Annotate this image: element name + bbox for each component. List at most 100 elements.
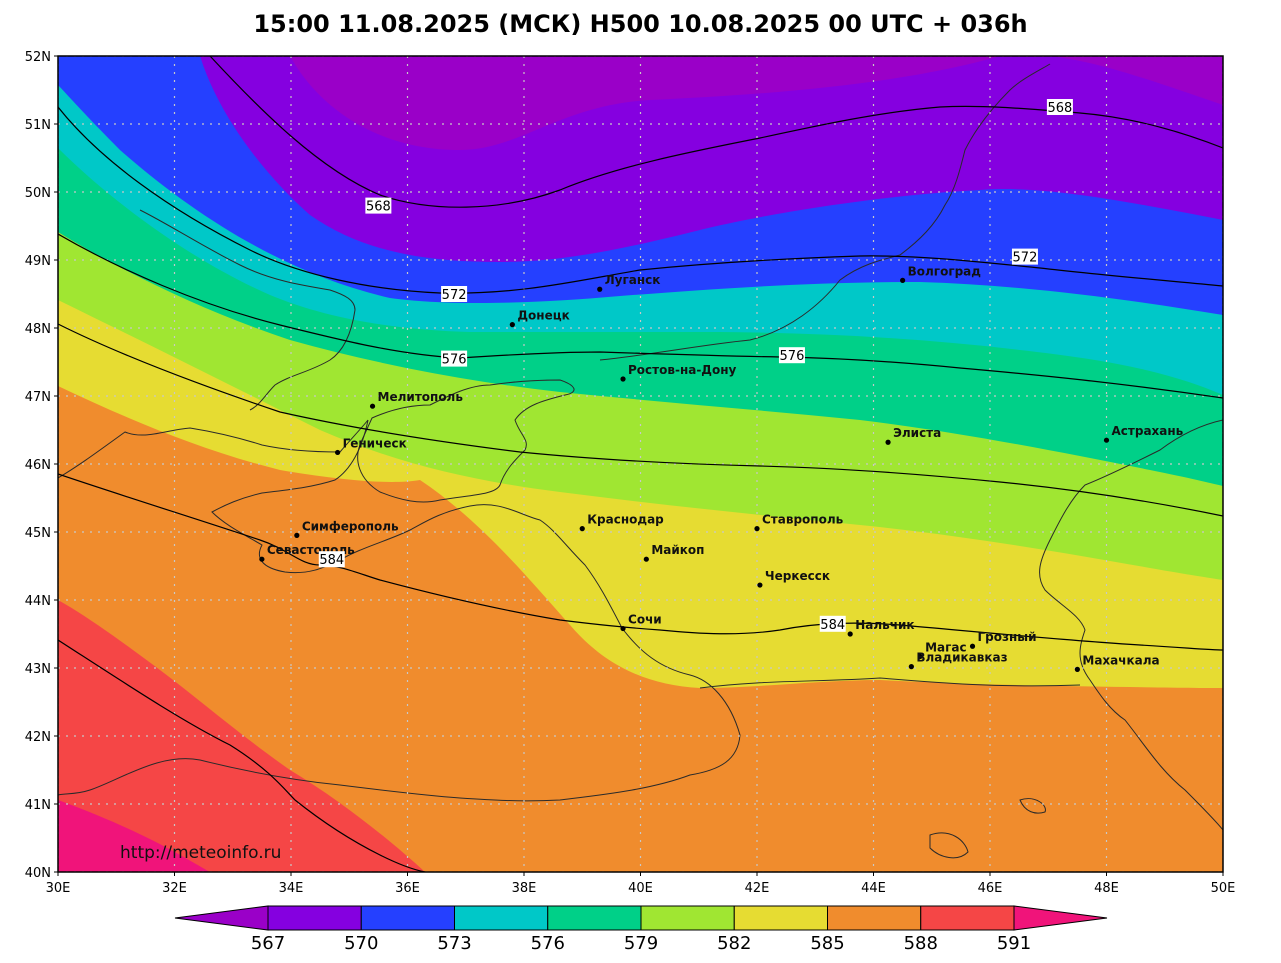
isoline — [209, 56, 1223, 208]
contour-label: 568 — [365, 197, 392, 215]
coastline — [1039, 419, 1223, 831]
city-label: Грозный — [978, 630, 1037, 644]
height-band — [200, 56, 1223, 150]
lon-tick-label: 32E — [162, 881, 187, 896]
city-marker: Махачкала — [1074, 653, 1160, 672]
contour-label: 572 — [441, 286, 468, 303]
city-label: Черкесск — [765, 569, 830, 583]
city-label: Майкоп — [651, 543, 704, 557]
lat-tick-label: 49N — [25, 254, 51, 269]
city-label: Ростов-на-Дону — [628, 363, 737, 377]
svg-text:584: 584 — [820, 618, 845, 633]
lon-tick-label: 50E — [1211, 881, 1236, 896]
lon-tick-label: 44E — [861, 881, 886, 896]
colorbar-label: 588 — [904, 933, 938, 954]
height-band — [58, 800, 210, 872]
lon-tick-label: 46E — [978, 881, 1003, 896]
contour-labels: 568 568 572 572 576 576 584 584 — [318, 99, 1073, 633]
height-band — [58, 515, 425, 872]
city-marker: Луганск — [597, 273, 660, 292]
contour-label: 576 — [778, 347, 805, 364]
city-label: Волгоград — [908, 264, 982, 278]
city-marker: Владикавказ — [908, 651, 1008, 670]
colorbar-label: 582 — [717, 933, 751, 954]
svg-text:572: 572 — [1013, 251, 1038, 266]
lon-tick-label: 40E — [628, 881, 653, 896]
isoline — [58, 233, 1223, 399]
contour-label: 576 — [441, 350, 468, 368]
coastline — [58, 419, 741, 802]
colorbar-swatch — [920, 905, 1015, 931]
city-label: Луганск — [605, 273, 661, 287]
contour-label: 568 — [1046, 99, 1073, 116]
colorbar-swatch — [174, 905, 269, 931]
lat-tick-label: 41N — [25, 798, 51, 813]
contour-label: 584 — [318, 551, 345, 568]
city-marker: Мелитополь — [369, 390, 464, 409]
lat-tick-label: 42N — [25, 730, 51, 745]
lon-tick-label: 30E — [46, 881, 71, 896]
coastline — [357, 379, 575, 503]
colorbar-label: 576 — [531, 933, 565, 954]
city-label: Элиста — [893, 426, 941, 440]
map-title: 15:00 11.08.2025 (МСК) H500 10.08.2025 0… — [253, 10, 1028, 38]
city-marker: Геническ — [335, 436, 407, 456]
lat-tick-label: 51N — [25, 118, 51, 133]
lat-tick-label: 48N — [25, 322, 51, 337]
city-label: Владикавказ — [916, 651, 1007, 665]
city-label: Магас — [925, 640, 967, 654]
svg-text:584: 584 — [319, 553, 344, 568]
city-label: Астрахань — [1112, 424, 1184, 438]
lon-tick-label: 36E — [395, 881, 420, 896]
city-label: Симферополь — [302, 519, 399, 533]
city-marker: Ставрополь — [754, 513, 844, 532]
colorbar-label: 579 — [624, 933, 658, 954]
colorbar-swatch — [640, 905, 735, 931]
coastlines — [58, 63, 1223, 859]
city-marker: Элиста — [885, 426, 941, 445]
city-label: Нальчик — [855, 618, 914, 632]
city-marker: Сочи — [620, 613, 662, 632]
colorbar-swatch — [454, 905, 549, 931]
colorbar-swatch — [267, 905, 362, 931]
coastline — [139, 209, 356, 411]
svg-text:576: 576 — [442, 353, 467, 368]
coastline — [699, 677, 1081, 689]
lon-tick-label: 34E — [279, 881, 304, 896]
svg-text:576: 576 — [780, 349, 805, 364]
city-label: Геническ — [343, 436, 407, 450]
svg-text:568: 568 — [366, 200, 391, 215]
coastline — [929, 832, 969, 859]
colorbar-swatch — [827, 905, 922, 931]
city-marker: Волгоград — [900, 264, 981, 283]
axis-ticks: 40N 41N 42N 43N 44N 45N 46N 47N 48N 49N 50N 51N 52N 3… — [25, 50, 1236, 896]
lat-tick-label: 45N — [25, 526, 51, 541]
city-label: Донецк — [517, 309, 569, 323]
coastline — [1019, 798, 1046, 814]
lon-tick-label: 42E — [745, 881, 770, 896]
lat-tick-label: 46N — [25, 458, 51, 473]
city-label: Мелитополь — [378, 390, 464, 404]
city-marker: Нальчик — [847, 618, 915, 637]
city-label: Махачкала — [1082, 653, 1159, 667]
lon-tick-label: 48E — [1094, 881, 1119, 896]
website-label: http://meteoinfo.ru — [120, 843, 281, 863]
lat-tick-label: 44N — [25, 594, 51, 609]
colorbar-label: 591 — [997, 933, 1031, 954]
colorbar-label: 573 — [437, 933, 471, 954]
lon-tick-label: 38E — [512, 881, 537, 896]
svg-text:572: 572 — [442, 288, 467, 303]
city-marker: Черкесск — [757, 569, 830, 588]
city-label: Ставрополь — [762, 513, 844, 527]
colorbar-swatch — [733, 905, 828, 931]
colorbar-swatch — [1013, 905, 1108, 931]
isoline — [58, 639, 426, 872]
colorbar-label: 570 — [344, 933, 378, 954]
city-markers: Луганск Донецк Волгоград Ростов-на-Дону Мели… — [259, 264, 1184, 672]
city-marker: Ростов-на-Дону — [620, 363, 737, 382]
city-marker: Краснодар — [579, 513, 664, 532]
lat-tick-label: 52N — [25, 50, 51, 65]
city-marker: Грозный — [969, 630, 1037, 649]
svg-text:568: 568 — [1047, 101, 1072, 116]
